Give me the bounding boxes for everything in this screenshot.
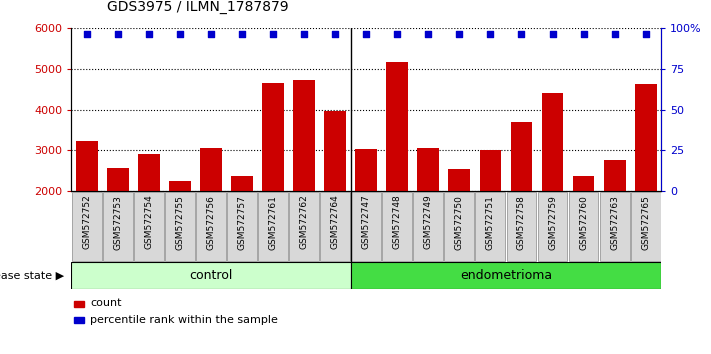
Bar [449, 169, 470, 273]
Point [205, 31, 217, 36]
Point [112, 31, 124, 36]
Text: GSM572762: GSM572762 [299, 195, 309, 250]
Text: GSM572752: GSM572752 [82, 195, 91, 250]
Point [547, 31, 558, 36]
Point [578, 31, 589, 36]
FancyBboxPatch shape [72, 192, 102, 261]
FancyBboxPatch shape [506, 192, 536, 261]
FancyBboxPatch shape [258, 192, 288, 261]
Bar [417, 148, 439, 273]
Text: GSM572756: GSM572756 [206, 195, 215, 250]
Bar [71, 262, 351, 289]
Text: GSM572765: GSM572765 [641, 195, 650, 250]
FancyBboxPatch shape [413, 192, 443, 261]
FancyBboxPatch shape [227, 192, 257, 261]
FancyBboxPatch shape [569, 192, 599, 261]
Text: control: control [189, 269, 232, 282]
Bar [542, 93, 563, 273]
Text: disease state ▶: disease state ▶ [0, 270, 64, 280]
Point [454, 31, 465, 36]
FancyBboxPatch shape [320, 192, 350, 261]
Bar [479, 150, 501, 273]
FancyBboxPatch shape [134, 192, 164, 261]
Bar [356, 149, 377, 273]
Point [422, 31, 434, 36]
FancyBboxPatch shape [289, 192, 319, 261]
Point [81, 31, 92, 36]
Bar [635, 85, 656, 273]
Point [143, 31, 154, 36]
FancyBboxPatch shape [383, 192, 412, 261]
FancyBboxPatch shape [103, 192, 132, 261]
Point [174, 31, 186, 36]
Text: GSM572761: GSM572761 [269, 195, 277, 250]
Bar [351, 262, 661, 289]
Bar [74, 317, 85, 323]
Text: GSM572759: GSM572759 [548, 195, 557, 250]
Bar [107, 167, 129, 273]
Text: GSM572748: GSM572748 [392, 195, 402, 250]
Point [515, 31, 527, 36]
Point [609, 31, 620, 36]
Text: GSM572763: GSM572763 [610, 195, 619, 250]
FancyBboxPatch shape [351, 192, 381, 261]
Point [236, 31, 247, 36]
Point [329, 31, 341, 36]
Text: GSM572750: GSM572750 [455, 195, 464, 250]
Bar [572, 176, 594, 273]
Bar [138, 154, 159, 273]
FancyBboxPatch shape [444, 192, 474, 261]
Bar [262, 83, 284, 273]
Bar [74, 301, 85, 307]
Bar [76, 141, 97, 273]
Text: GDS3975 / ILMN_1787879: GDS3975 / ILMN_1787879 [107, 0, 288, 14]
Bar [293, 80, 315, 273]
Text: GSM572753: GSM572753 [113, 195, 122, 250]
Point [299, 31, 310, 36]
Bar [231, 176, 253, 273]
Bar [510, 122, 533, 273]
Text: GSM572764: GSM572764 [331, 195, 340, 250]
Text: GSM572754: GSM572754 [144, 195, 154, 250]
FancyBboxPatch shape [165, 192, 195, 261]
Bar [169, 181, 191, 273]
Text: endometrioma: endometrioma [460, 269, 552, 282]
FancyBboxPatch shape [538, 192, 567, 261]
Text: GSM572755: GSM572755 [176, 195, 184, 250]
Text: GSM572747: GSM572747 [362, 195, 370, 250]
Point [360, 31, 372, 36]
Text: count: count [90, 298, 122, 308]
Text: GSM572757: GSM572757 [237, 195, 247, 250]
Text: GSM572751: GSM572751 [486, 195, 495, 250]
Text: percentile rank within the sample: percentile rank within the sample [90, 315, 278, 325]
FancyBboxPatch shape [196, 192, 226, 261]
Text: GSM572758: GSM572758 [517, 195, 526, 250]
Text: GSM572760: GSM572760 [579, 195, 588, 250]
Point [392, 31, 403, 36]
Text: GSM572749: GSM572749 [424, 195, 433, 250]
Point [640, 31, 651, 36]
Point [267, 31, 279, 36]
FancyBboxPatch shape [600, 192, 629, 261]
FancyBboxPatch shape [631, 192, 661, 261]
Bar [200, 148, 222, 273]
Point [485, 31, 496, 36]
Bar [604, 160, 626, 273]
Bar [324, 111, 346, 273]
Bar [386, 62, 408, 273]
FancyBboxPatch shape [476, 192, 506, 261]
